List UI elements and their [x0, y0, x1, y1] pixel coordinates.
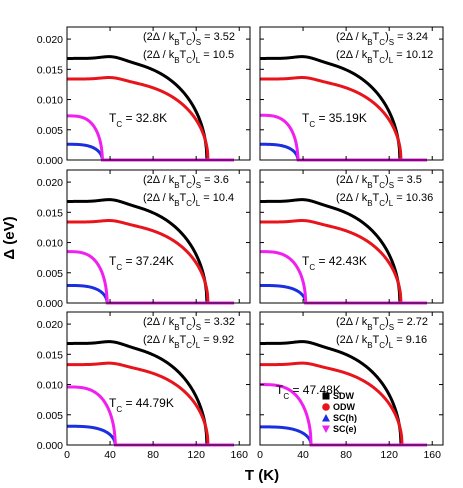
legend-label: ODW	[333, 402, 356, 412]
series-line-sdw	[67, 340, 234, 447]
tc-annotation: TC = 35.19K	[302, 111, 367, 129]
legend-label: SDW	[333, 391, 355, 401]
legend-marker-triangle-down	[322, 425, 330, 433]
y-tick-label: 0.015	[37, 64, 63, 76]
x-tick-label: 0	[64, 449, 70, 461]
ratio-s-annotation: (2Δ / kBTC)S = 3.5	[336, 174, 422, 190]
ratio-s-annotation: (2Δ / kBTC)S = 2.72	[336, 316, 428, 332]
tc-annotation: TC = 37.24K	[109, 254, 174, 272]
panel-4: (2Δ / kBTC)S = 3.5 (2Δ / kBTC)L = 10.36 TC…	[259, 169, 444, 305]
y-tick-label: 0.010	[37, 95, 63, 107]
ratio-l-annotation: (2Δ / kBTC)L = 10.5	[143, 49, 234, 65]
series-line-sdw	[67, 55, 234, 162]
y-tick-label: 0.015	[37, 349, 63, 361]
legend-marker-triangle-up	[322, 414, 330, 422]
y-tick-label: 0.015	[37, 207, 63, 219]
plot-frame	[259, 26, 444, 161]
plot-frame	[259, 311, 444, 446]
x-tick-label: 120	[187, 449, 205, 461]
x-tick-label: 40	[104, 449, 116, 461]
plot-frame	[259, 169, 444, 304]
ratio-l-annotation: (2Δ / kBTC)L = 9.92	[143, 334, 234, 350]
plot-frame	[66, 26, 251, 161]
ratio-s-annotation: (2Δ / kBTC)S = 3.24	[336, 31, 428, 47]
tc-annotation: TC = 32.8K	[109, 111, 167, 129]
legend-label: SC(e)	[333, 424, 357, 434]
x-tick-label: 0	[257, 449, 263, 461]
plot-frame	[66, 169, 251, 304]
legend-label: SC(h)	[333, 413, 357, 423]
panel-2: (2Δ / kBTC)S = 3.24 (2Δ / kBTC)L = 10.12 T…	[259, 26, 444, 162]
y-axis-label: Δ (eV)	[1, 216, 18, 259]
tc-annotation: TC = 44.79K	[109, 396, 174, 414]
series-line-odw	[260, 361, 427, 447]
series-line-odw	[260, 219, 427, 305]
y-tick-label: 0.000	[37, 298, 63, 310]
series-line-odw	[67, 219, 234, 305]
panel-3: 0.000 0.005 0.010 0.015 0.020 (2Δ / kBTC)S = …	[37, 169, 251, 310]
x-tick-label: 80	[147, 449, 159, 461]
ratio-s-annotation: (2Δ / kBTC)S = 3.52	[143, 31, 235, 47]
x-tick-label: 160	[230, 449, 248, 461]
x-tick-label: 80	[340, 449, 352, 461]
series-line-sdw	[260, 55, 427, 162]
panel-6: 0 40 80 120 160 (2Δ / kBTC)S = 2.72 (2Δ / kBTC…	[257, 311, 444, 461]
y-tick-label: 0.000	[37, 155, 63, 167]
series-line-odw	[67, 361, 234, 447]
tc-annotation: TC = 42.43K	[302, 254, 367, 272]
y-tick-label: 0.010	[37, 380, 63, 392]
y-tick-label: 0.005	[37, 268, 63, 280]
ratio-l-annotation: (2Δ / kBTC)L = 10.12	[336, 49, 433, 65]
series-line-odw	[260, 76, 427, 162]
panel-5: 0 40 80 120 160 0.000 0.005 0.010 0.015 0.020 (2Δ …	[37, 311, 251, 461]
plot-frame	[66, 311, 251, 446]
legend-marker-square	[322, 392, 330, 400]
panel-grid: 0.000 0.005 0.010 0.015 0.020 (2Δ / kBTC)S = …	[37, 26, 444, 461]
y-tick-label: 0.020	[37, 34, 63, 46]
panel-1: 0.000 0.005 0.010 0.015 0.020 (2Δ / kBTC)S = …	[37, 26, 251, 167]
ratio-l-annotation: (2Δ / kBTC)L = 10.36	[336, 192, 433, 208]
x-tick-label: 160	[423, 449, 441, 461]
ratio-l-annotation: (2Δ / kBTC)L = 10.4	[143, 192, 234, 208]
x-tick-label: 40	[297, 449, 309, 461]
y-tick-label: 0.005	[37, 125, 63, 137]
x-tick-label: 120	[380, 449, 398, 461]
y-tick-label: 0.020	[37, 319, 63, 331]
legend-marker-circle	[322, 403, 330, 411]
ratio-l-annotation: (2Δ / kBTC)L = 9.16	[336, 334, 427, 350]
y-tick-label: 0.005	[37, 410, 63, 422]
y-tick-label: 0.020	[37, 177, 63, 189]
tc-annotation: TC = 47.48K	[276, 383, 341, 401]
ratio-s-annotation: (2Δ / kBTC)S = 3.32	[143, 316, 235, 332]
x-axis-label: T (K)	[245, 467, 279, 484]
y-tick-label: 0.010	[37, 238, 63, 250]
y-tick-label: 0.000	[37, 440, 63, 452]
ratio-s-annotation: (2Δ / kBTC)S = 3.6	[143, 174, 229, 190]
series-line-odw	[67, 76, 234, 162]
